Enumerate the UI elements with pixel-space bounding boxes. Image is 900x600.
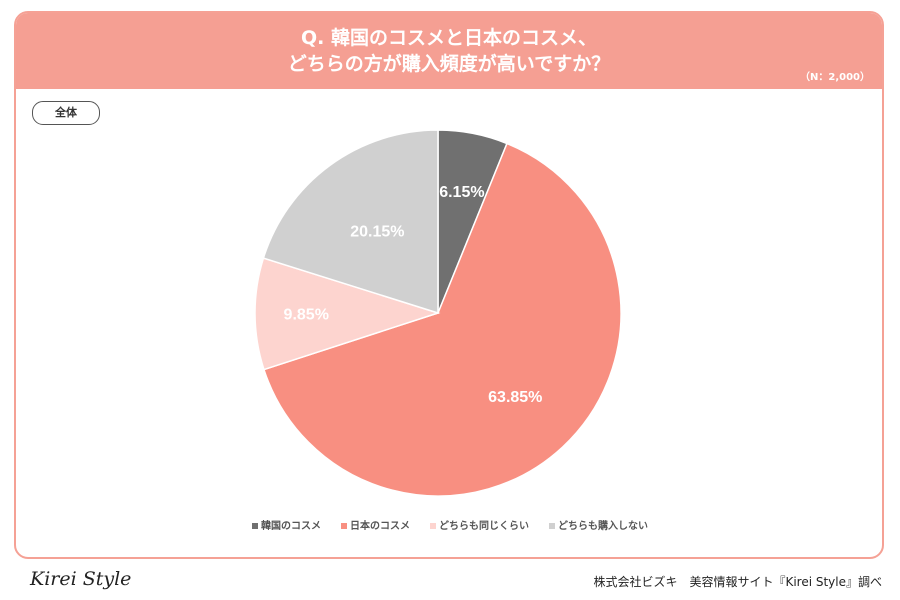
data-label-1: 63.85% [488, 389, 542, 406]
legend-item-3: どちらも購入しない [549, 521, 648, 532]
pie-slice-3 [262, 129, 439, 315]
legend-swatch [341, 523, 347, 529]
source-credit: 株式会社ビズキ 美容情報サイト『Kirei Style』調べ [593, 575, 882, 589]
legend-item-2: どちらも同じくらい [430, 521, 529, 532]
title-line-1: Q. 韓国のコスメと日本のコスメ、 [301, 27, 597, 49]
legend-label: 韓国のコスメ [261, 521, 321, 532]
title-line-2: どちらの方が購入頻度が高いですか？ [287, 53, 611, 75]
header: Q. 韓国のコスメと日本のコスメ、 どちらの方が購入頻度が高いですか？ （N：2… [16, 13, 882, 89]
legend-swatch [252, 523, 258, 529]
data-label-0: 6.15% [439, 184, 484, 201]
legend-swatch [430, 523, 436, 529]
kirei-style-logo: Kirei Style [30, 568, 132, 590]
data-label-2: 9.85% [284, 307, 329, 324]
legend-label: どちらも購入しない [558, 521, 648, 532]
legend-item-1: 日本のコスメ [341, 521, 410, 532]
legend-swatch [549, 523, 555, 529]
pie-slice-2 [254, 257, 441, 371]
chart-title: Q. 韓国のコスメと日本のコスメ、 どちらの方が購入頻度が高いですか？ [16, 25, 882, 77]
data-label-3: 20.15% [350, 223, 404, 240]
legend: 韓国のコスメ 日本のコスメ どちらも同じくらい どちらも購入しない [0, 517, 900, 532]
legend-item-0: 韓国のコスメ [252, 521, 321, 532]
legend-label: 日本のコスメ [350, 521, 410, 532]
pie-slice-1 [263, 142, 622, 497]
legend-label: どちらも同じくらい [439, 521, 529, 532]
segment-tag: 全体 [32, 101, 100, 125]
sample-size: （N：2,000） [800, 72, 870, 83]
